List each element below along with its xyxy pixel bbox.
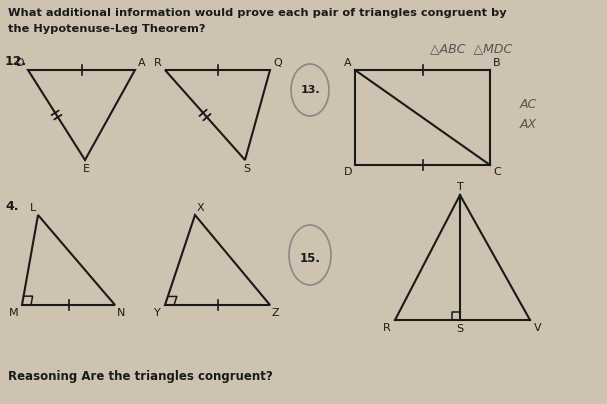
Text: R: R [383,323,391,333]
Text: A: A [344,58,352,68]
Text: D: D [344,167,352,177]
Text: 12.: 12. [5,55,27,68]
Text: Q: Q [273,58,282,68]
Text: C: C [493,167,501,177]
Text: A: A [138,58,146,68]
Text: Reasoning Are the triangles congruent?: Reasoning Are the triangles congruent? [8,370,273,383]
Text: S: S [456,324,464,334]
Text: D: D [16,58,24,68]
Text: R: R [154,58,162,68]
Text: △ABC  △MDC: △ABC △MDC [430,42,512,55]
Text: M: M [8,308,18,318]
Text: AC: AC [520,98,537,111]
Text: 15.: 15. [299,252,320,265]
Text: Z: Z [272,308,280,318]
Text: B: B [493,58,501,68]
Text: AX: AX [520,118,537,131]
Text: S: S [243,164,251,174]
Text: 13.: 13. [300,85,320,95]
Text: N: N [117,308,126,318]
Text: V: V [534,323,541,333]
Text: X: X [197,203,205,213]
Text: T: T [456,182,463,192]
Text: L: L [30,203,36,213]
Text: Y: Y [154,308,161,318]
Text: 4.: 4. [5,200,18,213]
Text: E: E [83,164,89,174]
Text: the Hypotenuse-Leg Theorem?: the Hypotenuse-Leg Theorem? [8,24,205,34]
Text: What additional information would prove each pair of triangles congruent by: What additional information would prove … [8,8,507,18]
